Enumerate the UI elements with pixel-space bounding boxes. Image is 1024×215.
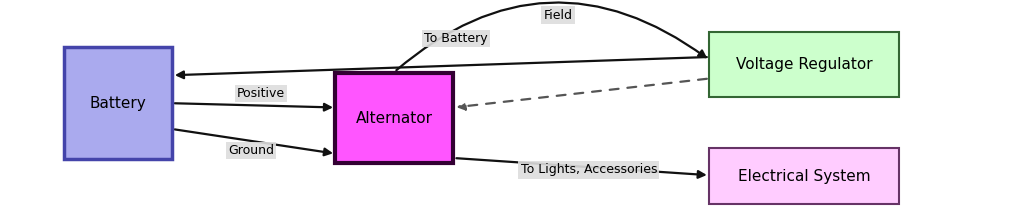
FancyArrowPatch shape [457, 158, 705, 178]
Text: To Battery: To Battery [424, 32, 487, 45]
Text: Ground: Ground [228, 144, 273, 157]
FancyArrowPatch shape [175, 103, 331, 111]
FancyBboxPatch shape [709, 148, 899, 204]
FancyArrowPatch shape [175, 129, 331, 155]
Text: Electrical System: Electrical System [737, 169, 870, 184]
Text: Field: Field [544, 9, 572, 22]
Text: Alternator: Alternator [355, 111, 433, 126]
Text: Battery: Battery [89, 96, 146, 111]
FancyArrowPatch shape [459, 79, 707, 109]
FancyBboxPatch shape [63, 47, 171, 159]
Text: Positive: Positive [238, 87, 285, 100]
FancyBboxPatch shape [336, 73, 453, 163]
Text: Voltage Regulator: Voltage Regulator [735, 57, 872, 72]
FancyArrowPatch shape [177, 57, 707, 78]
FancyBboxPatch shape [709, 32, 899, 97]
FancyArrowPatch shape [396, 3, 706, 70]
Text: To Lights, Accessories: To Lights, Accessories [520, 163, 657, 176]
